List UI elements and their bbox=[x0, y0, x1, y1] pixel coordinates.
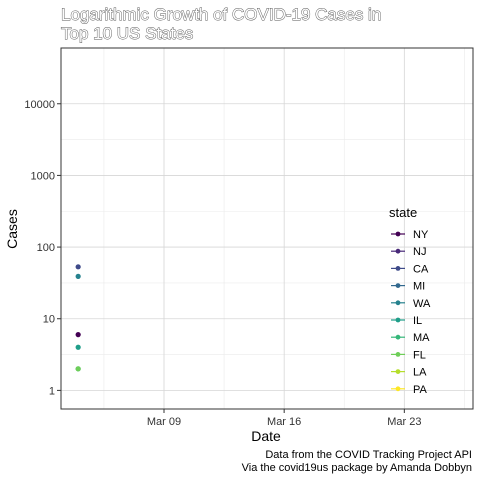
panel-border bbox=[60, 47, 474, 410]
data-point-il bbox=[75, 344, 81, 350]
data-points bbox=[75, 264, 81, 372]
legend-key-point bbox=[395, 283, 401, 288]
legend-label-nj: NJ bbox=[413, 246, 426, 258]
y-tick-label: 1 bbox=[49, 385, 55, 397]
chart-title-line-2: Top 10 US States bbox=[61, 24, 193, 43]
legend-label-ca: CA bbox=[413, 263, 429, 275]
y-tick-label: 1000 bbox=[31, 170, 55, 182]
x-tick-label: Mar 16 bbox=[267, 416, 301, 428]
x-tick-label: Mar 23 bbox=[387, 416, 421, 428]
legend-key-point bbox=[395, 248, 401, 254]
plot-panel bbox=[60, 47, 474, 410]
legend-label-wa: WA bbox=[413, 298, 431, 310]
caption-line-2: Via the covid19us package by Amanda Dobb… bbox=[242, 462, 472, 474]
y-axis-title: Cases bbox=[4, 209, 20, 249]
y-tick-label: 100 bbox=[37, 242, 55, 254]
data-point-ny bbox=[75, 332, 81, 338]
legend-key-point bbox=[395, 266, 401, 271]
legend-key-point bbox=[395, 352, 401, 357]
legend-key-point bbox=[395, 386, 401, 392]
data-point-ca bbox=[75, 264, 81, 270]
legend-key-point bbox=[395, 300, 401, 306]
legend-key-point bbox=[395, 369, 401, 374]
legend-label-la: LA bbox=[413, 367, 427, 379]
data-point-fl bbox=[75, 366, 81, 372]
y-tick-label: 10000 bbox=[24, 99, 55, 111]
legend-key-point bbox=[395, 317, 401, 323]
y-tick-label: 10 bbox=[43, 314, 55, 326]
legend-label-ny: NY bbox=[413, 229, 429, 241]
legend-label-pa: PA bbox=[413, 384, 428, 396]
legend-key-point bbox=[395, 231, 401, 237]
caption-line-1: Data from the COVID Tracking Project API bbox=[265, 449, 472, 461]
legend-label-fl: FL bbox=[413, 349, 426, 361]
legend-key-point bbox=[395, 334, 401, 340]
legend-items: NY NJ CA MI WA IL MA FL LA PA bbox=[391, 229, 431, 396]
legend-label-mi: MI bbox=[413, 281, 425, 293]
grid-lines bbox=[61, 48, 473, 409]
y-axis: 1 10 100 1000 10000 bbox=[24, 99, 61, 397]
legend-label-ma: MA bbox=[413, 332, 430, 344]
legend: state NY NJ CA MI WA IL MA FL LA PA bbox=[389, 205, 431, 396]
data-point-wa bbox=[75, 273, 81, 279]
x-axis-title: Date bbox=[251, 428, 281, 444]
x-axis: Mar 09 Mar 16 Mar 23 bbox=[147, 409, 421, 428]
legend-title: state bbox=[389, 205, 417, 220]
x-tick-label: Mar 09 bbox=[147, 416, 181, 428]
legend-label-il: IL bbox=[413, 315, 422, 327]
chart-title-line-1: Logarithmic Growth of COVID-19 Cases in bbox=[61, 5, 381, 24]
